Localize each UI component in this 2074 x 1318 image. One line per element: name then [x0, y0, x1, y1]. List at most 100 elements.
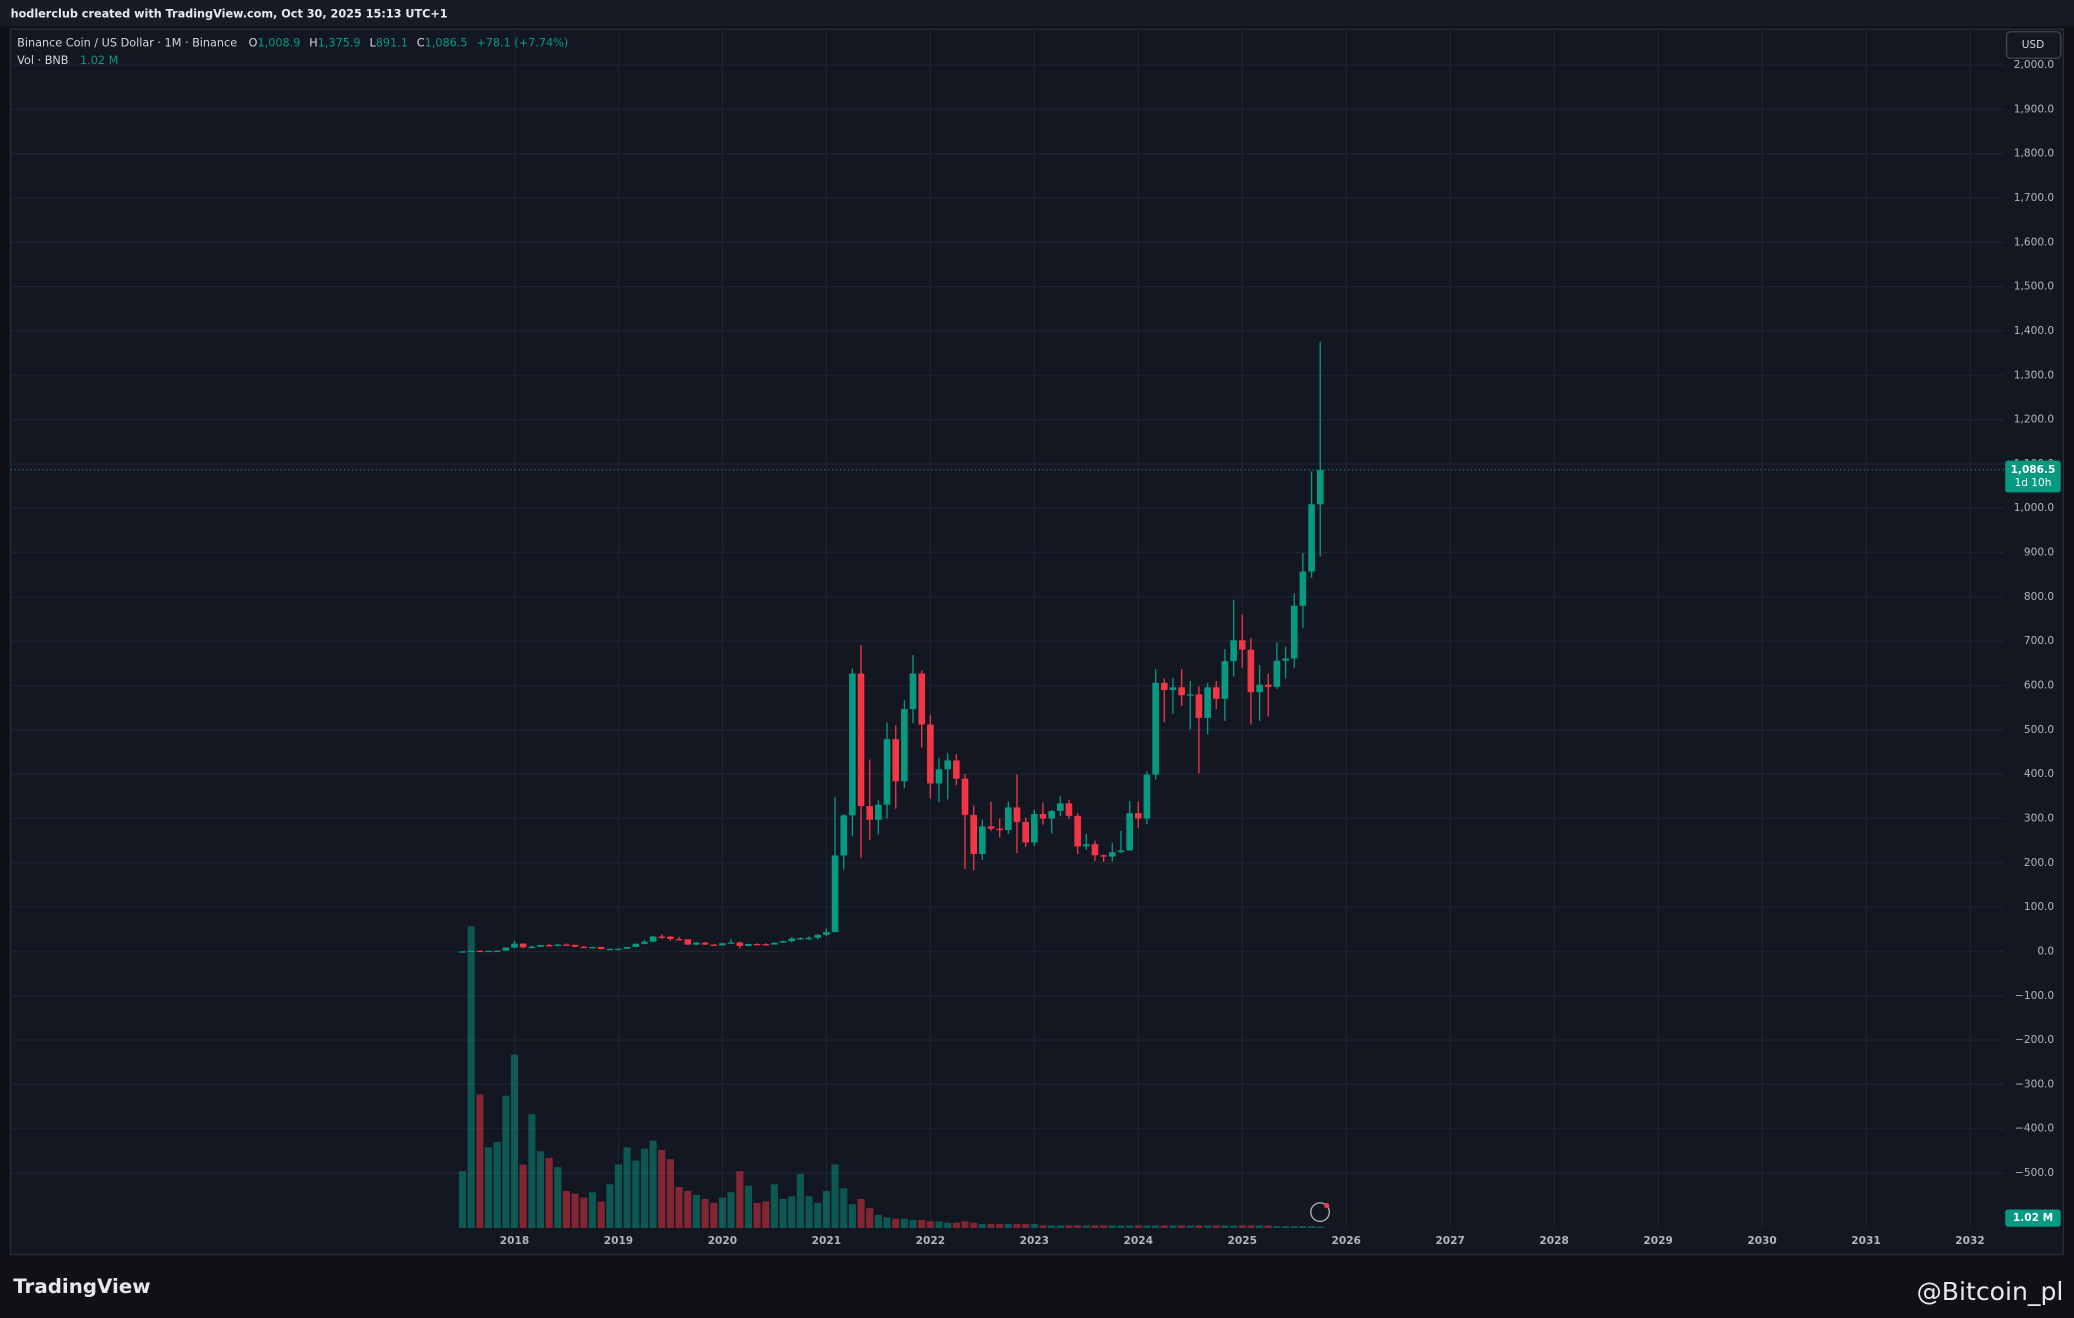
candle-body: [927, 724, 934, 784]
top-bar: [0, 0, 2074, 27]
y-tick-label: −500.0: [2015, 1167, 2054, 1179]
candle-body: [511, 943, 518, 948]
candle-body: [753, 944, 761, 946]
x-tick-label: 2023: [1020, 1235, 1049, 1247]
open-value: 1,008.9: [258, 37, 301, 50]
volume-badge: [2005, 1209, 2061, 1227]
candle-body: [1178, 687, 1185, 696]
volume-bar: [944, 1222, 952, 1229]
volume-bar: [484, 1147, 493, 1229]
x-tick-label: 2020: [708, 1235, 737, 1247]
x-tick-label: 2018: [500, 1235, 529, 1247]
candle-body: [1134, 813, 1142, 819]
x-tick-label: 2032: [1955, 1235, 1984, 1247]
volume-bar: [597, 1201, 605, 1229]
candle-body: [580, 946, 588, 949]
volume-bar: [476, 1094, 484, 1229]
close-value: 1,086.5: [425, 37, 468, 50]
candle-body: [571, 944, 579, 947]
candle-body: [736, 942, 744, 946]
volume-bar: [736, 1171, 744, 1229]
candle-body: [762, 944, 770, 946]
y-tick-label: −200.0: [2015, 1034, 2054, 1046]
price-badge-label: 1,086.5: [2011, 464, 2056, 476]
volume-bar: [952, 1222, 960, 1229]
volume-bar: [1056, 1225, 1064, 1229]
candle-body: [554, 944, 562, 946]
volume-bar: [1143, 1225, 1151, 1229]
y-tick-label: −400.0: [2015, 1123, 2054, 1135]
volume-bar: [554, 1167, 562, 1229]
candle-body: [1091, 844, 1099, 856]
low-value: 891.1: [376, 37, 408, 50]
volume-bar: [1039, 1225, 1047, 1229]
volume-bar: [1186, 1225, 1194, 1229]
candle-body: [649, 936, 657, 942]
volume-bar: [1290, 1226, 1298, 1229]
currency-button[interactable]: USD: [2005, 31, 2062, 59]
volume-bar: [987, 1224, 995, 1229]
volume-bar: [978, 1224, 986, 1229]
volume-bar: [1256, 1225, 1264, 1229]
candle-body: [849, 673, 856, 816]
candle-body: [528, 946, 536, 949]
candle-body: [493, 950, 501, 952]
x-tick-label: 2019: [604, 1235, 633, 1247]
grid: [10, 29, 2004, 1229]
candle-body: [459, 951, 466, 953]
candle-body: [1100, 855, 1107, 857]
volume-bar: [900, 1218, 908, 1229]
currency-label[interactable]: USD: [2022, 39, 2045, 51]
candle-body: [537, 945, 544, 947]
candle-body: [935, 769, 943, 784]
event-dot: [1324, 1202, 1330, 1209]
y-tick-label: 1,600.0: [2014, 236, 2055, 248]
candle-body: [1065, 803, 1073, 816]
x-tick-label: 2029: [1643, 1235, 1672, 1247]
candle-body: [1230, 640, 1237, 662]
candle-body: [519, 943, 527, 948]
x-tick-label: 2022: [916, 1235, 945, 1247]
volume-bar: [753, 1202, 761, 1229]
candle-body: [467, 950, 475, 953]
ohlc-key: O: [249, 37, 258, 50]
x-tick-label: 2027: [1435, 1235, 1464, 1247]
x-tick-label: 2030: [1747, 1235, 1776, 1247]
volume-bar: [580, 1197, 588, 1229]
volume-bar: [918, 1220, 926, 1229]
volume-bar: [519, 1164, 527, 1229]
candle-body: [667, 936, 674, 939]
credit: hodlerclub created with TradingView.com,…: [11, 8, 448, 21]
candle-body: [1204, 687, 1211, 718]
volume-bar: [1169, 1225, 1177, 1229]
y-tick-label: 1,300.0: [2014, 369, 2055, 381]
candle-body: [1048, 810, 1055, 819]
volume-bar: [666, 1159, 675, 1229]
candle-body: [476, 950, 484, 953]
ohlc-key: H: [309, 37, 317, 50]
volume-bar: [814, 1202, 822, 1229]
volume-value: 1.02 M: [80, 54, 118, 67]
x-tick-label: 2021: [812, 1235, 841, 1247]
badges: 1,086.51d 10h 1.02 M: [2005, 460, 2061, 1227]
candle-body: [502, 947, 510, 951]
volume-bar: [1212, 1225, 1220, 1229]
volume-bar: [528, 1114, 536, 1229]
volume-bar: [1013, 1224, 1021, 1229]
volume-bar: [1004, 1224, 1012, 1229]
y-tick-label: 0.0: [2037, 945, 2054, 957]
currency-box[interactable]: [2005, 31, 2062, 59]
event-icon[interactable]: [1310, 1202, 1330, 1223]
ohlc-key: L: [369, 37, 376, 50]
candle-body: [779, 941, 787, 943]
volume-bar: [510, 1054, 519, 1229]
candle-body: [1238, 640, 1246, 650]
y-tick-label: 200.0: [2024, 857, 2055, 869]
candle-body: [970, 814, 978, 854]
volume-bar: [1030, 1224, 1038, 1229]
candle-body: [606, 948, 614, 951]
candle-body: [485, 950, 492, 953]
symbol-title: Binance Coin / US Dollar · 1M · Binance: [17, 37, 237, 50]
candle-body: [1022, 822, 1029, 843]
